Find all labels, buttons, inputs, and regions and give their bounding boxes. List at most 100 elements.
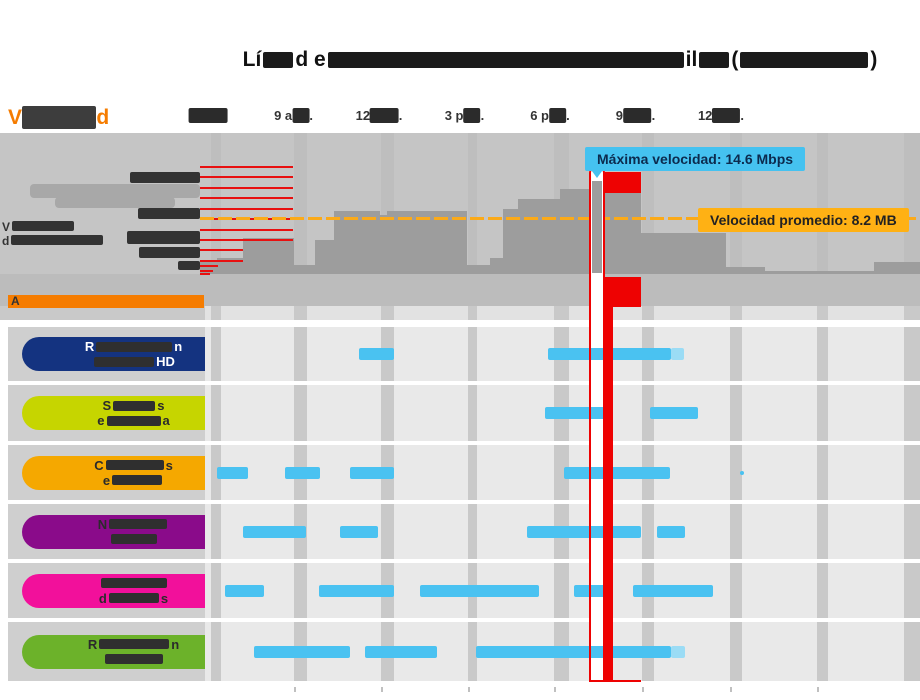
activity-segment-row-navy[interactable] xyxy=(671,348,684,360)
activity-label-redacted-blob xyxy=(94,356,155,367)
activity-label-fragment: S xyxy=(102,398,112,413)
activity-segment-row-amber[interactable] xyxy=(564,466,670,479)
no-data-hatch-line xyxy=(200,239,293,241)
bottom-axis-tick xyxy=(817,687,819,692)
row-timeline-panel xyxy=(742,504,817,559)
grid-header-sidebar xyxy=(0,306,205,320)
activity-segment-row-magenta[interactable] xyxy=(633,584,713,597)
activity-segment-row-amber[interactable] xyxy=(285,466,320,479)
row-timeline-panel xyxy=(205,445,211,500)
time-scrubber-column[interactable] xyxy=(589,165,605,682)
row-timeline-panel xyxy=(205,504,211,559)
row-timeline-panel xyxy=(394,445,468,500)
activity-segment-row-purple[interactable] xyxy=(340,525,378,538)
grid-header-panel xyxy=(394,306,468,320)
activity-segment-row-amber[interactable] xyxy=(217,466,248,479)
time-label-4: 6 p.m. xyxy=(530,108,570,123)
activity-header-visible-letter: A xyxy=(11,294,20,308)
bottom-axis-tick xyxy=(730,687,732,692)
grid-header-panel xyxy=(742,306,817,320)
speed-section-title: Velocidad xyxy=(8,106,109,130)
time-label-pre: 12 xyxy=(355,108,371,123)
time-label-1: 9 a.m. xyxy=(274,108,313,123)
activity-label-fragment: R xyxy=(87,636,98,652)
activity-segment-row-magenta[interactable] xyxy=(420,584,539,597)
time-label-5: 9 p.m. xyxy=(616,108,655,123)
no-data-hatch-line xyxy=(200,249,243,251)
activity-segment-row-purple[interactable] xyxy=(657,525,685,538)
time-label-post: . xyxy=(398,108,403,123)
activity-label-fragment: n xyxy=(171,636,180,652)
y-axis-title-line: V xyxy=(2,220,103,234)
activity-label-redacted-blob xyxy=(105,460,164,470)
activity-segment-row-magenta[interactable] xyxy=(225,584,264,597)
row-timeline-panel xyxy=(205,385,211,441)
row-timeline-panel xyxy=(394,385,468,441)
activity-label-fragment: HD xyxy=(156,354,175,369)
usage-bar xyxy=(467,265,490,274)
activity-label-line xyxy=(60,652,207,667)
activity-dot-row-amber[interactable] xyxy=(740,470,744,475)
activity-label-fragment: N xyxy=(97,516,108,532)
title-fragment: il xyxy=(685,48,698,71)
activity-segment-row-green[interactable] xyxy=(476,645,671,658)
row-timeline-panel xyxy=(307,385,381,441)
time-label-3: 3 p.m. xyxy=(444,108,485,123)
chart-gutter-shade xyxy=(211,133,221,274)
y-axis-title-fragment: V xyxy=(2,220,11,234)
activity-label-fragment: e xyxy=(97,413,105,428)
activity-label-row-purple: N xyxy=(60,517,207,547)
y-tick-redacted-label xyxy=(139,247,200,258)
time-label-pre: 6 p xyxy=(530,108,549,123)
activity-label-fragment: a xyxy=(162,413,170,428)
grid-header-panel xyxy=(477,306,554,320)
usage-bar xyxy=(334,210,380,274)
activity-segment-row-magenta[interactable] xyxy=(319,584,394,597)
activity-label-fragment: d xyxy=(98,590,107,606)
average-speed-tooltip: Velocidad promedio: 8.2 MB xyxy=(698,208,909,232)
usage-bar xyxy=(380,214,387,274)
activity-label-fragment: C xyxy=(94,457,104,473)
no-data-hatch-line xyxy=(200,197,293,199)
activity-segment-row-lime[interactable] xyxy=(545,407,606,419)
activity-label-line xyxy=(60,532,207,547)
activity-segment-row-purple[interactable] xyxy=(243,525,306,538)
time-label-redacted: .m xyxy=(549,108,567,123)
y-axis-title-blob xyxy=(11,235,104,245)
time-label-redacted: p.m xyxy=(622,108,652,123)
activity-label-fragment: s xyxy=(157,398,165,413)
activity-label-fragment: s xyxy=(160,590,169,606)
activity-label-redacted-blob xyxy=(109,519,168,529)
activity-label-line: N xyxy=(60,517,207,532)
selected-time-marker[interactable] xyxy=(605,307,613,682)
gray-redacted-blob xyxy=(55,197,175,208)
bottom-axis-tick xyxy=(642,687,644,692)
chart-gutter-shade xyxy=(904,133,920,274)
activity-segment-row-amber[interactable] xyxy=(350,466,394,479)
y-tick-redacted-label xyxy=(178,261,200,270)
time-label-post: . xyxy=(480,108,485,123)
chart-gutter-shade xyxy=(294,133,307,274)
max-speed-strip-highlight xyxy=(605,277,641,307)
activity-label-redacted-blob xyxy=(108,593,159,603)
activity-segment-row-purple[interactable] xyxy=(527,525,641,538)
row-timeline-panel xyxy=(828,622,904,681)
activity-segment-row-green[interactable] xyxy=(254,645,350,658)
time-label-pre: 3 p xyxy=(444,108,464,123)
activity-segment-row-green[interactable] xyxy=(365,645,437,658)
bottom-axis-tick xyxy=(468,687,470,692)
activity-label-redacted-blob xyxy=(99,639,170,649)
time-label-post: . xyxy=(309,108,313,123)
no-data-hatch-line xyxy=(200,229,293,231)
activity-segment-row-navy[interactable] xyxy=(359,348,394,360)
time-label-redacted: p.m xyxy=(370,108,399,123)
grid-header-panel xyxy=(654,306,730,320)
time-label-6: 12 a.m. xyxy=(698,108,744,123)
activity-segment-row-green[interactable] xyxy=(671,645,685,658)
activity-segment-row-lime[interactable] xyxy=(650,407,698,419)
time-label-post: . xyxy=(740,108,745,123)
